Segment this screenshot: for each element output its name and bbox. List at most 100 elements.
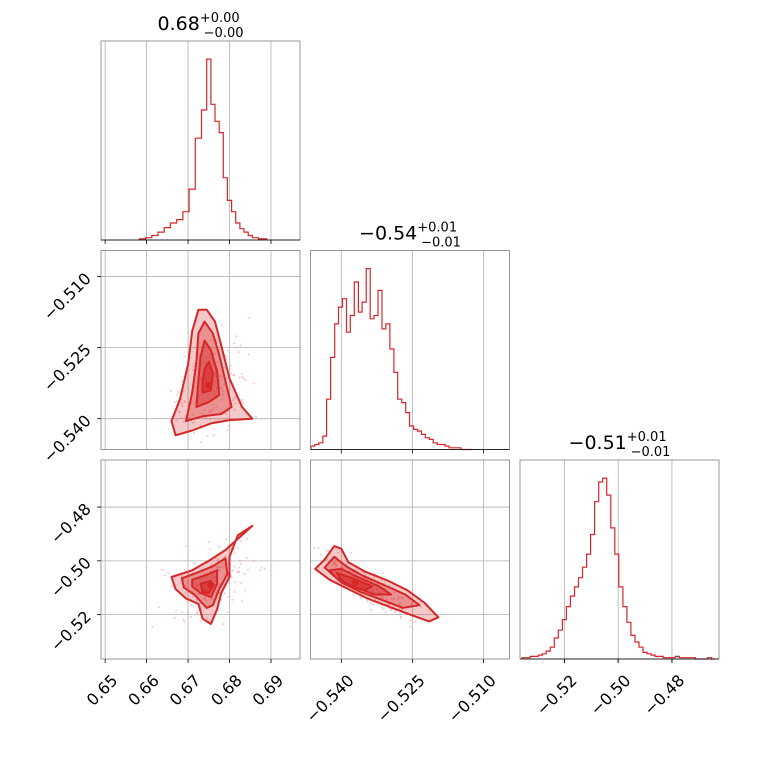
sample-point (238, 376, 241, 379)
sample-point (183, 355, 186, 358)
sample-point (375, 588, 378, 591)
sample-point (392, 597, 395, 600)
sample-point (209, 418, 212, 421)
sample-point (193, 421, 196, 424)
sample-point (204, 408, 206, 411)
sample-point (192, 431, 195, 434)
histogram-2 (521, 477, 716, 660)
sample-point (409, 619, 412, 622)
sample-point (205, 356, 208, 359)
sample-point (370, 608, 373, 611)
sample-point (187, 572, 190, 575)
sample-point (210, 568, 213, 571)
sample-point (200, 620, 202, 623)
sample-point (224, 555, 227, 558)
sample-point (229, 368, 232, 370)
sample-point (396, 598, 399, 601)
sample-point (385, 611, 387, 614)
sample-point (201, 412, 204, 415)
sample-point (209, 410, 212, 413)
sample-point (238, 566, 241, 569)
sample-point (394, 609, 397, 612)
param-title-1: −0.54+0.01 −0.01 (359, 221, 461, 251)
sample-point (206, 616, 209, 619)
scatter-panel-1 (100, 459, 301, 660)
sample-point (221, 324, 223, 327)
sample-point (211, 408, 213, 411)
sample-point (326, 558, 329, 560)
sample-point (214, 372, 217, 375)
sample-point (167, 572, 170, 575)
sample-point (235, 335, 238, 338)
sample-point (220, 566, 223, 569)
tick-label-x: −0.525 (373, 671, 428, 726)
contour-level-0 (170, 524, 254, 625)
sample-point (169, 390, 172, 393)
scatter-panel-2 (310, 459, 510, 660)
sample-point (191, 414, 194, 416)
sample-point (237, 570, 240, 573)
sample-point (205, 577, 208, 580)
title-lower-error: −0.01 (631, 445, 671, 460)
sample-point (184, 591, 187, 594)
sample-point (233, 581, 236, 584)
sample-point (379, 590, 382, 593)
sample-point (225, 538, 228, 541)
sample-point (384, 581, 387, 584)
sample-point (216, 340, 219, 343)
sample-point (194, 581, 197, 584)
sample-point (202, 417, 204, 420)
sample-point (226, 377, 229, 380)
param-title-0: 0.68+0.00 −0.00 (158, 11, 244, 41)
sample-point (199, 393, 202, 396)
sample-point (335, 565, 338, 567)
sample-point (387, 598, 390, 601)
sample-point (377, 590, 380, 593)
sample-point (184, 415, 187, 418)
sample-point (223, 383, 226, 386)
sample-point (211, 563, 213, 566)
sample-point (247, 353, 250, 356)
sample-point (203, 572, 206, 575)
sample-point (233, 409, 236, 412)
sample-point (240, 582, 243, 585)
sample-point (181, 611, 184, 614)
sample-point (366, 600, 369, 603)
sample-point (390, 609, 392, 612)
sample-point (398, 612, 401, 615)
panel-frame (519, 459, 720, 660)
sample-point (382, 596, 385, 599)
sample-point (319, 553, 322, 556)
sample-point (354, 568, 357, 571)
sample-point (209, 548, 212, 551)
sample-point (218, 583, 221, 585)
sample-point (245, 556, 248, 559)
sample-point (199, 378, 202, 381)
sample-point (372, 603, 374, 605)
sample-point (215, 406, 218, 409)
sample-point (238, 559, 241, 562)
tick-label-x: −0.48 (640, 671, 688, 719)
sample-point (231, 569, 234, 572)
sample-point (237, 351, 240, 354)
sample-point (233, 591, 236, 593)
title-upper-error: +0.00 (200, 11, 240, 26)
sample-point (243, 572, 246, 575)
tick-label-x: 0.68 (207, 671, 246, 710)
sample-point (390, 597, 393, 600)
sample-point (183, 620, 186, 623)
sample-point (186, 610, 189, 613)
sample-point (228, 581, 231, 584)
sample-point (232, 374, 235, 377)
title-upper-error: +0.01 (627, 430, 667, 445)
sample-point (350, 552, 352, 555)
sample-point (414, 621, 417, 623)
sample-point (234, 402, 237, 405)
tick-label-y: −0.510 (40, 269, 95, 324)
sample-point (222, 567, 225, 569)
histogram-1 (310, 268, 473, 451)
sample-point (341, 566, 344, 569)
sample-point (235, 346, 238, 349)
sample-point (208, 411, 211, 414)
sample-point (341, 571, 343, 574)
